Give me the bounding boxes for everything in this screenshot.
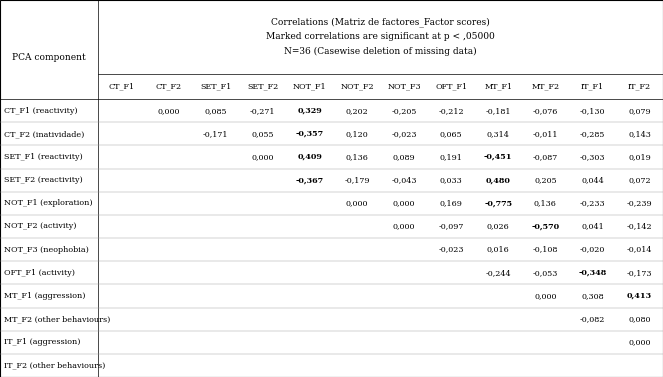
Text: 0,308: 0,308 [581,292,604,300]
Text: -0,082: -0,082 [579,315,605,323]
Text: 0,089: 0,089 [392,153,416,161]
Text: 0,314: 0,314 [487,130,510,138]
Text: -0,348: -0,348 [578,269,607,277]
Text: -0,097: -0,097 [438,222,464,230]
Text: 0,080: 0,080 [629,315,650,323]
Text: -0,087: -0,087 [532,153,558,161]
Text: -0,173: -0,173 [627,269,652,277]
Text: 0,085: 0,085 [205,107,227,115]
Text: 0,065: 0,065 [440,130,463,138]
Text: 0,026: 0,026 [487,222,510,230]
Text: NOT_F3: NOT_F3 [387,82,421,90]
Text: NOT_F1: NOT_F1 [293,82,327,90]
Text: -0,014: -0,014 [627,246,652,254]
Text: IT_F2 (other behaviours): IT_F2 (other behaviours) [4,362,105,369]
Text: MT_F1: MT_F1 [484,82,512,90]
Text: 0,120: 0,120 [345,130,369,138]
Text: 0,044: 0,044 [581,176,604,184]
Text: -0,451: -0,451 [484,153,512,161]
Text: 0,143: 0,143 [628,130,651,138]
Text: 0,000: 0,000 [629,338,650,346]
Text: NOT_F2 (activity): NOT_F2 (activity) [4,222,76,230]
Text: -0,023: -0,023 [391,130,417,138]
Text: -0,076: -0,076 [532,107,558,115]
Text: 0,409: 0,409 [298,153,322,161]
Text: -0,303: -0,303 [579,153,605,161]
Text: -0,130: -0,130 [579,107,605,115]
Text: -0,570: -0,570 [531,222,560,230]
Text: 0,202: 0,202 [345,107,369,115]
Text: CT_F1 (reactivity): CT_F1 (reactivity) [4,107,78,115]
Text: -0,020: -0,020 [579,246,605,254]
Text: -0,239: -0,239 [627,199,652,207]
Text: SET_F1: SET_F1 [200,82,231,90]
Text: -0,205: -0,205 [391,107,417,115]
Text: -0,181: -0,181 [485,107,511,115]
Text: 0,136: 0,136 [345,153,369,161]
Text: CT_F1: CT_F1 [109,82,135,90]
Text: -0,357: -0,357 [296,130,324,138]
Text: 0,041: 0,041 [581,222,604,230]
Text: 0,000: 0,000 [393,199,415,207]
Text: 0,000: 0,000 [252,153,274,161]
Text: OFT_F1: OFT_F1 [435,82,467,90]
Text: CT_F2 (inatividade): CT_F2 (inatividade) [4,130,84,138]
Text: 0,079: 0,079 [628,107,651,115]
Text: OFT_F1 (activity): OFT_F1 (activity) [4,269,75,277]
Text: 0,019: 0,019 [628,153,651,161]
Text: 0,072: 0,072 [628,176,651,184]
Text: SET_F2 (reactivity): SET_F2 (reactivity) [4,176,83,184]
Text: MT_F2 (other behaviours): MT_F2 (other behaviours) [4,315,110,323]
Text: NOT_F3 (neophobia): NOT_F3 (neophobia) [4,246,89,254]
Text: 0,000: 0,000 [346,199,368,207]
Text: SET_F1 (reactivity): SET_F1 (reactivity) [4,153,83,161]
Text: PCA component: PCA component [12,53,86,61]
Text: -0,271: -0,271 [250,107,276,115]
Text: 0,000: 0,000 [534,292,556,300]
Text: CT_F2: CT_F2 [156,82,182,90]
Text: 0,480: 0,480 [486,176,511,184]
Text: -0,108: -0,108 [532,246,558,254]
Text: Marked correlations are significant at p < ,05000: Marked correlations are significant at p… [266,32,495,41]
Text: 0,205: 0,205 [534,176,557,184]
Text: -0,244: -0,244 [485,269,511,277]
Text: -0,367: -0,367 [296,176,324,184]
Text: -0,212: -0,212 [438,107,464,115]
Text: 0,000: 0,000 [158,107,180,115]
Text: 0,016: 0,016 [487,246,510,254]
Text: -0,043: -0,043 [391,176,417,184]
Text: 0,191: 0,191 [440,153,463,161]
Text: IT_F1: IT_F1 [581,82,604,90]
Text: MT_F2: MT_F2 [531,82,560,90]
Text: -0,023: -0,023 [438,246,464,254]
Text: 0,169: 0,169 [440,199,463,207]
Text: -0,233: -0,233 [579,199,605,207]
Text: IT_F2: IT_F2 [628,82,651,90]
Text: NOT_F1 (exploration): NOT_F1 (exploration) [4,199,93,207]
Text: -0,285: -0,285 [579,130,605,138]
Text: N=36 (Casewise deletion of missing data): N=36 (Casewise deletion of missing data) [284,46,477,56]
Text: -0,011: -0,011 [532,130,558,138]
Text: -0,775: -0,775 [484,199,512,207]
Text: -0,053: -0,053 [532,269,558,277]
Text: 0,413: 0,413 [627,292,652,300]
Text: -0,171: -0,171 [203,130,229,138]
Text: IT_F1 (aggression): IT_F1 (aggression) [4,338,80,346]
Text: 0,000: 0,000 [393,222,415,230]
Text: -0,142: -0,142 [627,222,652,230]
Text: SET_F2: SET_F2 [247,82,278,90]
Text: NOT_F2: NOT_F2 [340,82,374,90]
Text: MT_F1 (aggression): MT_F1 (aggression) [4,292,86,300]
Text: 0,033: 0,033 [440,176,463,184]
Text: Correlations (Matriz de factores_Factor scores): Correlations (Matriz de factores_Factor … [271,17,490,28]
Text: 0,329: 0,329 [298,107,322,115]
Text: 0,055: 0,055 [252,130,274,138]
Text: -0,179: -0,179 [344,176,370,184]
Text: 0,136: 0,136 [534,199,557,207]
